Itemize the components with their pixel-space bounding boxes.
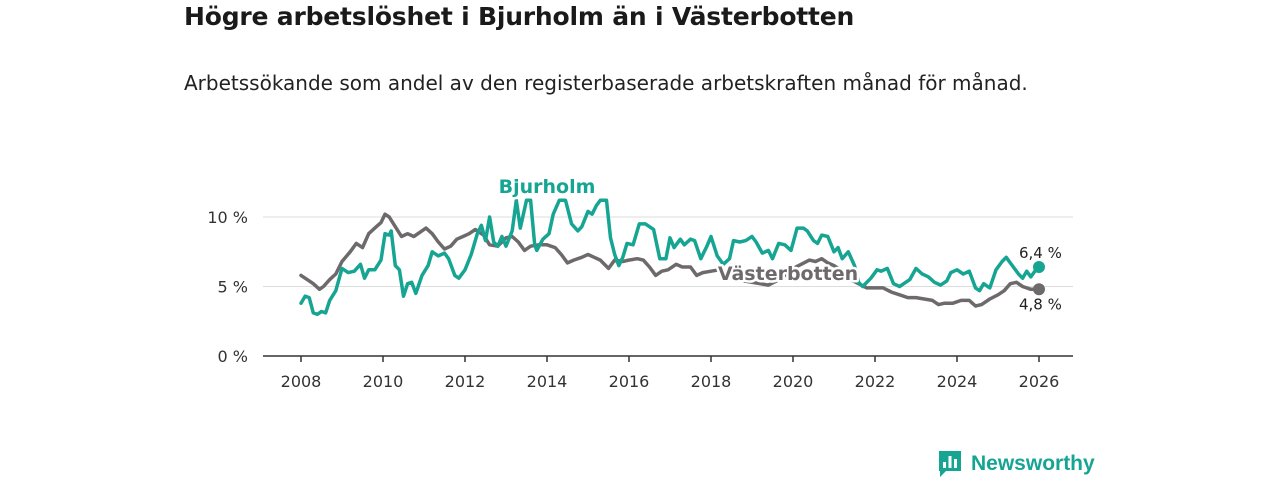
end-label-bjurholm: 6,4 % — [1019, 244, 1062, 262]
x-tick-label: 2020 — [773, 372, 814, 391]
x-tick-label: 2012 — [445, 372, 486, 391]
series-line-bjurholm — [299, 198, 1041, 317]
series-line-västerbotten — [299, 212, 1041, 308]
x-tick-label: 2010 — [363, 372, 404, 391]
x-tick-label: 2022 — [855, 372, 896, 391]
y-tick-label: 0 % — [218, 347, 248, 366]
y-tick-label: 5 % — [218, 278, 248, 297]
x-tick-label: 2018 — [691, 372, 732, 391]
x-tick-label: 2026 — [1019, 372, 1060, 391]
end-label-vasterbotten: 4,8 % — [1019, 295, 1062, 313]
newsworthy-logo[interactable]: Newsworthy — [937, 450, 1095, 478]
chart-title: Högre arbetslöshet i Bjurholm än i Väste… — [184, 2, 855, 31]
x-tick-label: 2014 — [527, 372, 568, 391]
end-point-västerbotten — [1033, 283, 1045, 296]
series-label-bjurholm: Bjurholm — [499, 176, 596, 198]
chart-subtitle: Arbetssökande som andel av den registerb… — [184, 71, 1028, 95]
x-tick-label: 2008 — [281, 372, 322, 391]
bar-chart-icon — [939, 451, 961, 477]
x-tick-label: 2016 — [609, 372, 650, 391]
series-label-vasterbotten: Västerbotten — [718, 263, 858, 285]
end-point-bjurholm — [1033, 261, 1045, 274]
y-tick-label: 10 % — [207, 208, 248, 227]
x-tick-label: 2024 — [937, 372, 978, 391]
brand-name: Newsworthy — [971, 452, 1095, 475]
